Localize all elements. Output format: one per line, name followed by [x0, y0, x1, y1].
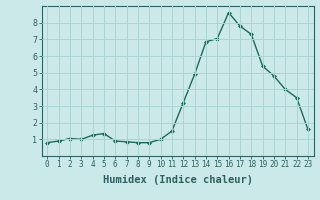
X-axis label: Humidex (Indice chaleur): Humidex (Indice chaleur) — [103, 175, 252, 185]
